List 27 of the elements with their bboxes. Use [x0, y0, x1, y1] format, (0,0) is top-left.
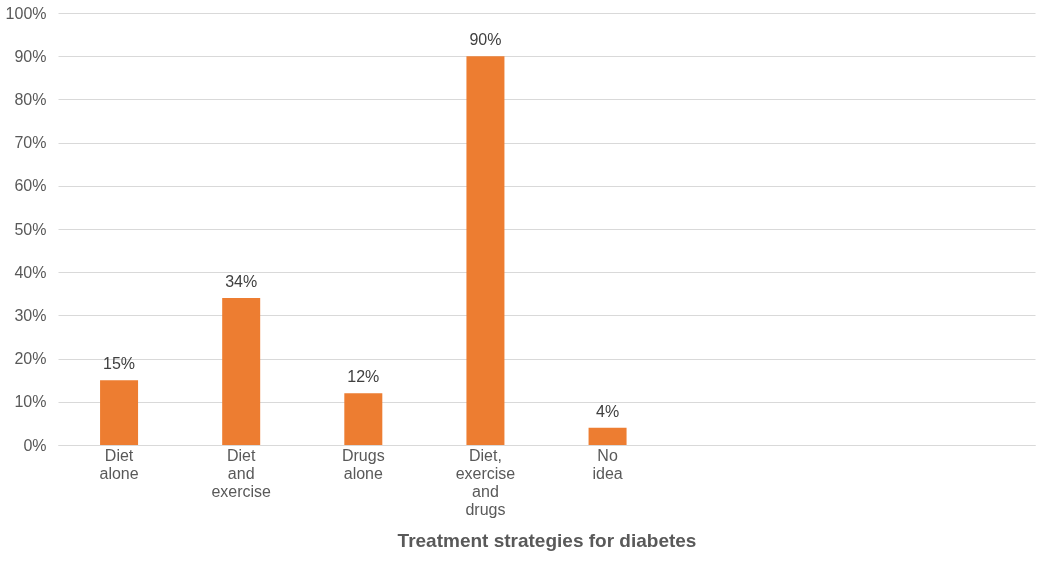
bar: [588, 427, 627, 445]
bar: [100, 380, 139, 445]
x-tick-label: Drugs alone: [341, 446, 385, 482]
y-tick-label: 20%: [14, 350, 47, 368]
x-tick-label: Diet, exercise and drugs: [455, 446, 516, 518]
y-tick-label: 70%: [14, 134, 47, 152]
data-label: 12%: [347, 368, 380, 386]
y-tick-label: 30%: [14, 306, 47, 324]
y-tick-label: 50%: [14, 220, 47, 238]
data-label: 34%: [225, 273, 258, 291]
x-axis-title: Treatment strategies for diabetes: [397, 529, 697, 551]
x-tick-label: Diet and exercise: [211, 446, 272, 500]
y-tick-label: 10%: [14, 393, 47, 411]
x-tick-label: Diet alone: [99, 446, 139, 482]
y-tick-label: 100%: [5, 4, 47, 22]
y-tick-label: 90%: [14, 47, 47, 65]
data-label: 15%: [103, 355, 136, 373]
bar: [344, 393, 383, 445]
bar: [222, 298, 261, 445]
y-tick-label: 0%: [23, 436, 47, 454]
bar: [466, 56, 505, 445]
data-label: 90%: [469, 31, 502, 49]
y-tick-label: 40%: [14, 263, 47, 281]
x-tick-label: No idea: [592, 446, 623, 482]
data-label: 4%: [596, 402, 620, 420]
y-tick-label: 60%: [14, 177, 47, 195]
y-tick-label: 80%: [14, 90, 47, 108]
